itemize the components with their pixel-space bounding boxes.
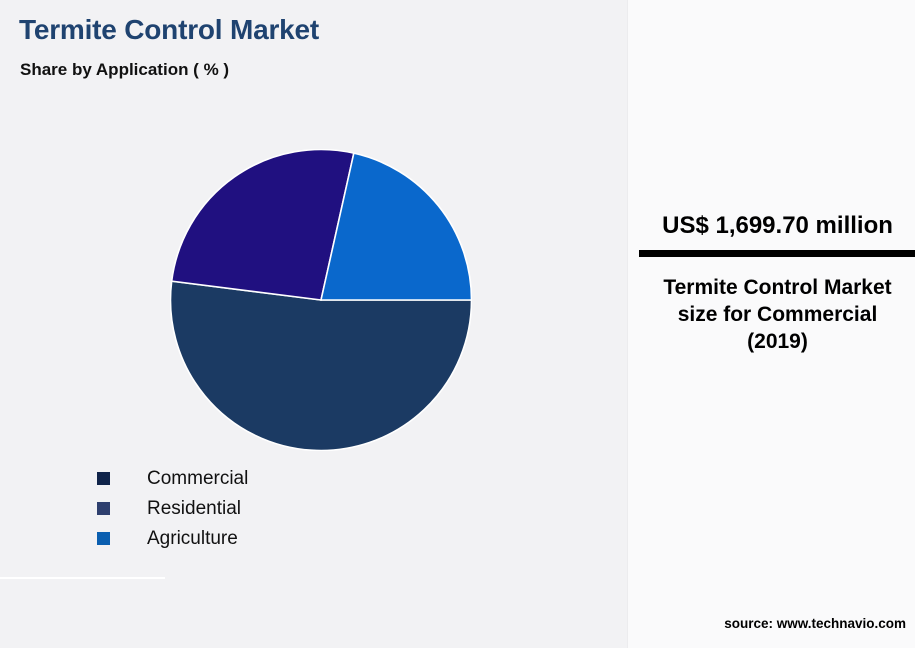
legend-item-agriculture[interactable]: Agriculture (97, 523, 517, 553)
chart-right-panel: US$ 1,699.70 million Termite Control Mar… (627, 0, 915, 648)
footer-divider (0, 577, 165, 579)
pie-slice-commercial[interactable] (170, 280, 472, 451)
chart-legend: Commercial Residential Agriculture (97, 463, 517, 553)
callout-description: Termite Control Market size for Commerci… (663, 276, 892, 353)
chart-left-panel: Termite Control Market Share by Applicat… (0, 14, 517, 579)
pie-slice-residential[interactable] (170, 149, 355, 301)
legend-swatch-icon (97, 531, 110, 545)
chart-subtitle: Share by Application ( % ) (20, 60, 230, 79)
pie-chart (170, 149, 472, 451)
legend-swatch-icon (97, 501, 110, 515)
legend-item-label: Residential (147, 497, 241, 519)
source-note: source: www.technavio.com (724, 616, 906, 631)
legend-item-label: Commercial (147, 467, 249, 489)
pie-chart-svg (170, 149, 472, 451)
pie-slice-agriculture[interactable] (320, 152, 472, 301)
legend-item-label: Agriculture (147, 527, 238, 549)
legend-item-residential[interactable]: Residential (97, 493, 517, 523)
callout-divider (639, 250, 915, 257)
legend-item-commercial[interactable]: Commercial (97, 463, 517, 493)
callout-value: US$ 1,699.70 million (662, 212, 893, 239)
page-title: Termite Control Market (19, 14, 320, 45)
legend-swatch-icon (97, 471, 110, 485)
